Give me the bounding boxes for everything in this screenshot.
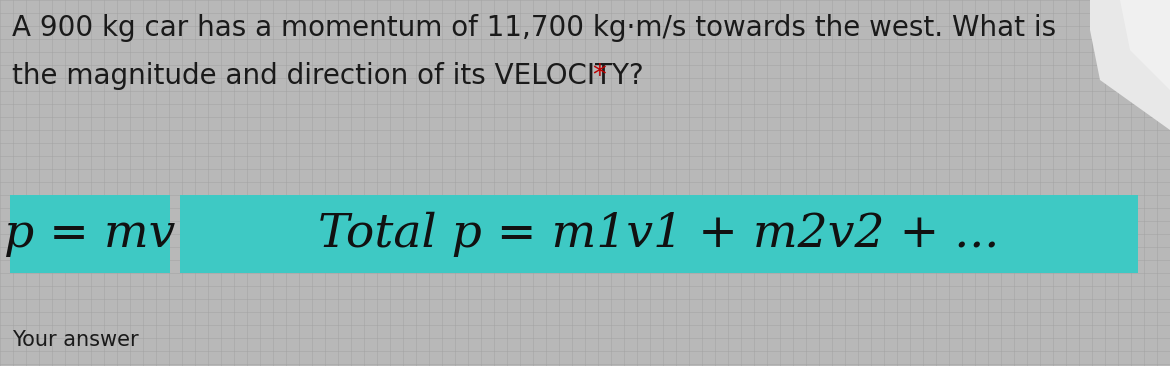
FancyBboxPatch shape (11, 195, 170, 273)
Text: the magnitude and direction of its VELOCITY?: the magnitude and direction of its VELOC… (12, 62, 653, 90)
FancyBboxPatch shape (180, 195, 1138, 273)
Text: p = mv: p = mv (5, 212, 176, 257)
Text: A 900 kg car has a momentum of 11,700 kg·m/s towards the west. What is: A 900 kg car has a momentum of 11,700 kg… (12, 14, 1057, 42)
Text: Your answer: Your answer (12, 330, 138, 350)
Polygon shape (1090, 0, 1170, 130)
Polygon shape (1120, 0, 1170, 90)
Text: Total p = m1v1 + m2v2 + ...: Total p = m1v1 + m2v2 + ... (318, 212, 999, 257)
Text: *: * (592, 62, 606, 90)
